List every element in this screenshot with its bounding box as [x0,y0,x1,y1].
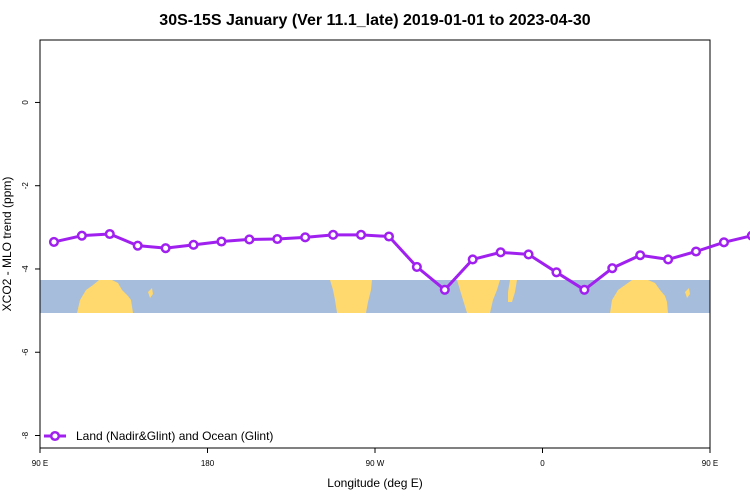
y-axis-label: XCO2 - MLO trend (ppm) [0,177,14,312]
data-point [188,239,199,250]
land-australia [77,280,133,313]
x-tick-label: 180 [201,459,215,468]
data-point [523,249,534,260]
x-tick-label: 90 E [702,459,718,468]
data-point [718,237,730,248]
data-point [551,267,562,278]
x-tick-label: 90 E [32,459,48,468]
land-new-zealand [148,288,153,298]
land-australia-repeat [610,280,668,313]
legend: Land (Nadir&Glint) and Ocean (Glint) [44,429,273,443]
x-tick-label: 0 [540,459,545,468]
data-point [663,254,674,265]
data-point [160,243,171,254]
data-point [579,284,590,295]
x-axis-label: Longitude (deg E) [327,476,422,490]
data-point [467,254,478,265]
data-point [495,247,506,258]
data-point [48,236,60,247]
ocean-band [40,280,710,313]
chart-title: 30S-15S January (Ver 11.1_late) 2019-01-… [159,12,590,29]
land-new-zealand-repeat [685,288,690,298]
data-point [690,246,702,257]
data-point [76,230,87,241]
data-point [132,240,143,251]
y-tick-label: -4 [21,265,30,273]
data-point [244,234,255,245]
data-point [355,229,367,240]
data-point [439,284,450,295]
y-axis: 0 -2 -4 -6 -8 [21,100,40,439]
y-tick-label: -6 [21,348,30,356]
data-point [607,263,618,274]
data-point [104,228,115,240]
series-layer [48,228,750,295]
y-tick-label: -8 [21,431,30,439]
x-tick-label: 90 W [366,459,385,468]
data-point [383,231,395,242]
world-map-band [40,280,710,313]
data-point [328,229,339,240]
x-axis: 90 E 180 90 W 0 90 E [32,448,718,468]
data-point [411,261,422,272]
land-south-america [330,280,372,313]
data-point [300,232,311,243]
data-point [216,236,227,247]
y-tick-label: 0 [21,100,30,105]
y-tick-label: -2 [21,182,30,190]
legend-label: Land (Nadir&Glint) and Ocean (Glint) [76,429,273,443]
land-africa [457,280,500,313]
legend-marker [49,430,61,442]
data-point [635,250,646,261]
land-madagascar [508,280,517,302]
data-point [272,233,283,245]
